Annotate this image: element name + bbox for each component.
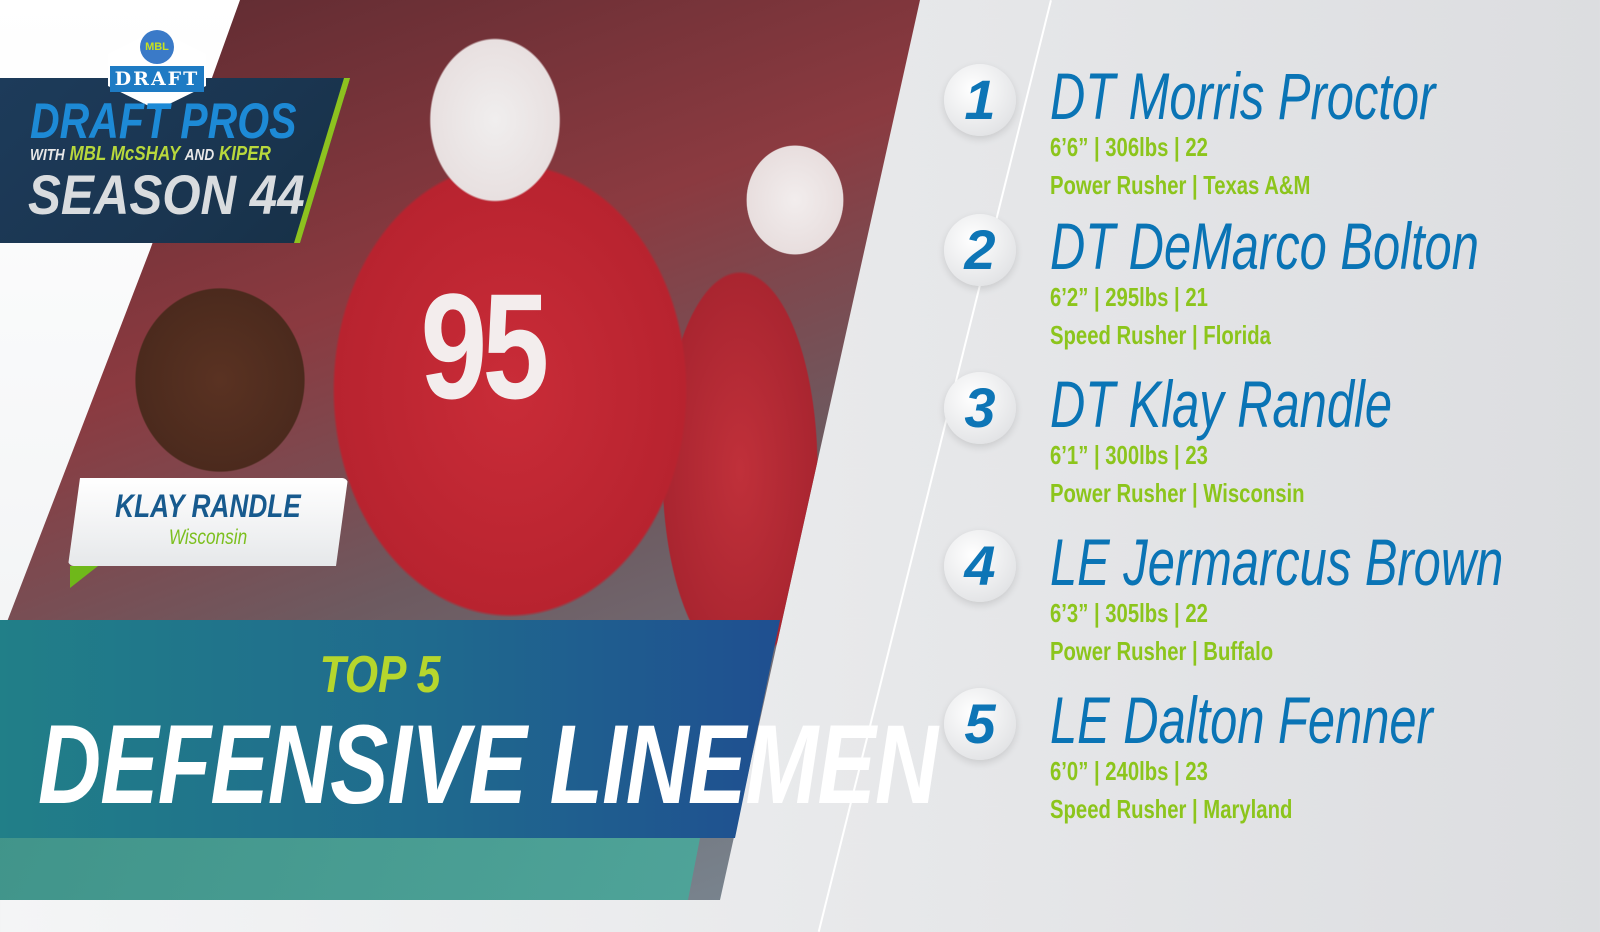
featured-player-tag <box>68 478 348 566</box>
logo-host-a: MBL McSHAY <box>69 143 180 165</box>
title-banner <box>0 620 780 838</box>
rank-badge: 2 <box>944 214 1016 286</box>
logo-title: DRAFT PROS <box>30 93 297 149</box>
logo-and: AND <box>184 147 215 164</box>
banner-title: DEFENSIVE LINEMEN <box>38 702 938 827</box>
logo-subtitle: WITH MBL McSHAY AND KIPER <box>30 143 271 166</box>
divider-line <box>820 0 1060 900</box>
ranking-item: 4 LE Jermarcus Brown 6’3” | 305lbs | 22 … <box>940 525 1580 676</box>
ranking-item: 1 DT Morris Proctor 6’6” | 306lbs | 22 P… <box>940 59 1580 210</box>
player-name: LE Dalton Fenner <box>1050 683 1433 757</box>
player-name: DT Morris Proctor <box>1050 59 1436 133</box>
ranking-item: 5 LE Dalton Fenner 6’0” | 240lbs | 23 Sp… <box>940 683 1580 834</box>
logo-with: WITH <box>30 147 65 164</box>
player-type-school: Power Rusher | Buffalo <box>1050 636 1274 666</box>
featured-player-school: Wisconsin <box>168 526 248 549</box>
mbl-emblem-icon: MBL <box>140 30 174 64</box>
jersey-number: 95 <box>420 262 549 430</box>
player-stats: 6’1” | 300lbs | 23 <box>1050 440 1208 470</box>
player-name: DT Klay Randle <box>1050 367 1393 441</box>
player-stats: 6’0” | 240lbs | 23 <box>1050 756 1208 786</box>
ranking-item: 2 DT DeMarco Bolton 6’2” | 295lbs | 21 S… <box>940 209 1580 360</box>
featured-player-name: KLAY RANDLE <box>115 488 301 524</box>
ranking-item: 3 DT Klay Randle 6’1” | 300lbs | 23 Powe… <box>940 367 1580 518</box>
logo-host-b: KIPER <box>218 143 271 165</box>
logo-season: SEASON 44 <box>28 163 305 226</box>
rank-badge: 3 <box>944 372 1016 444</box>
player-name: LE Jermarcus Brown <box>1050 525 1504 599</box>
banner-lower-strip <box>0 838 700 900</box>
player-stats: 6’6” | 306lbs | 22 <box>1050 132 1208 162</box>
rank-badge: 4 <box>944 530 1016 602</box>
player-type-school: Speed Rusher | Maryland <box>1050 794 1293 824</box>
player-type-school: Power Rusher | Wisconsin <box>1050 478 1305 508</box>
player-name: DT DeMarco Bolton <box>1050 209 1479 283</box>
draft-badge: DRAFT <box>110 66 204 92</box>
player-stats: 6’3” | 305lbs | 22 <box>1050 598 1208 628</box>
banner-kicker: TOP 5 <box>319 646 441 704</box>
player-type-school: Power Rusher | Texas A&M <box>1050 170 1311 200</box>
player-stats: 6’2” | 295lbs | 21 <box>1050 282 1208 312</box>
rank-badge: 5 <box>944 688 1016 760</box>
player-type-school: Speed Rusher | Florida <box>1050 320 1271 350</box>
show-logo-panel <box>0 78 350 243</box>
rank-badge: 1 <box>944 64 1016 136</box>
